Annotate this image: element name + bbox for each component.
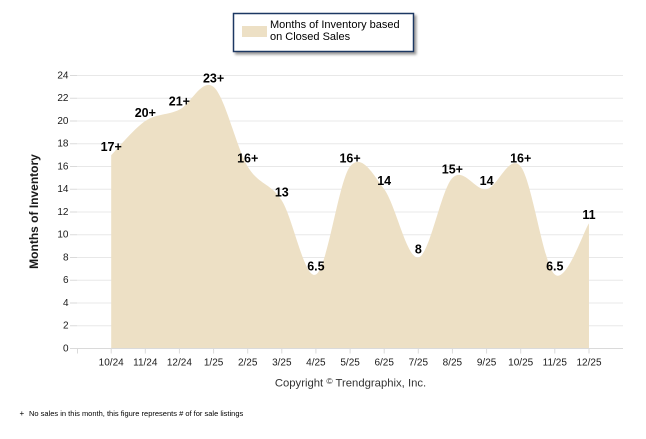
svg-text:3/25: 3/25 [272,358,292,369]
svg-text:4/25: 4/25 [306,358,326,369]
svg-text:5/25: 5/25 [340,358,360,369]
svg-text:+: + [20,409,25,418]
svg-text:7/25: 7/25 [409,358,429,369]
svg-text:8/25: 8/25 [443,358,463,369]
svg-text:6.5: 6.5 [546,259,563,273]
svg-text:16+: 16+ [510,151,531,165]
svg-text:23+: 23+ [203,72,224,86]
svg-text:Months of Inventory: Months of Inventory [27,154,41,269]
svg-text:6: 6 [63,275,69,286]
svg-text:14: 14 [480,174,494,188]
svg-text:4: 4 [63,298,69,309]
svg-text:21+: 21+ [169,94,190,108]
svg-text:on Closed Sales: on Closed Sales [270,31,351,43]
svg-text:15+: 15+ [442,163,463,177]
svg-text:6.5: 6.5 [307,259,324,273]
svg-text:2/25: 2/25 [238,358,258,369]
svg-text:12: 12 [57,207,69,218]
svg-text:14: 14 [377,174,391,188]
svg-text:20+: 20+ [135,106,156,120]
svg-text:8: 8 [63,252,69,263]
svg-text:14: 14 [57,184,69,195]
svg-text:11/24: 11/24 [133,358,158,369]
svg-text:1/25: 1/25 [204,358,224,369]
svg-text:6/25: 6/25 [374,358,394,369]
svg-text:17+: 17+ [101,140,122,154]
svg-text:8: 8 [415,242,422,256]
svg-text:Copyright © Trendgraphix, Inc.: Copyright © Trendgraphix, Inc. [275,376,426,390]
svg-text:10/25: 10/25 [508,358,533,369]
svg-text:No sales in this month, this f: No sales in this month, this figure repr… [29,409,244,418]
svg-text:12/24: 12/24 [167,358,192,369]
svg-text:10: 10 [57,230,69,241]
svg-text:16: 16 [57,161,69,172]
svg-text:10/24: 10/24 [99,358,124,369]
svg-text:20: 20 [57,116,69,127]
svg-text:24: 24 [57,70,69,81]
svg-text:0: 0 [63,343,69,354]
svg-text:9/25: 9/25 [477,358,497,369]
svg-text:11: 11 [582,208,595,222]
svg-text:13: 13 [275,185,289,199]
svg-text:11/25: 11/25 [543,358,568,369]
svg-text:Months of Inventory based: Months of Inventory based [270,19,400,31]
svg-text:2: 2 [63,321,69,332]
svg-text:22: 22 [57,93,69,104]
svg-text:16+: 16+ [237,151,258,165]
svg-text:16+: 16+ [339,151,360,165]
svg-text:12/25: 12/25 [576,358,601,369]
svg-text:18: 18 [57,139,69,150]
